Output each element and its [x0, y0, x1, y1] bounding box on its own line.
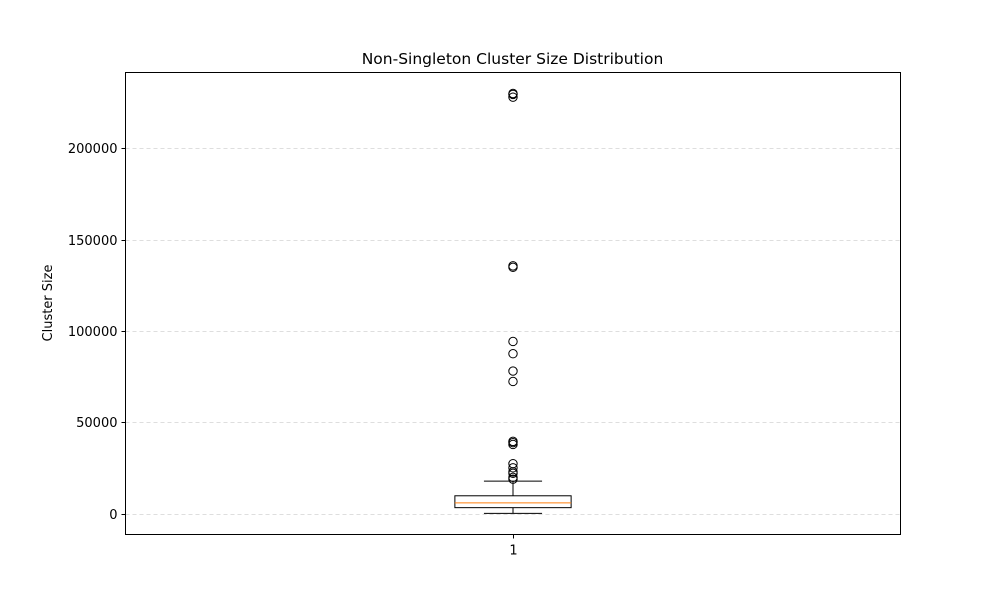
- outlier-point: [508, 92, 518, 102]
- x-tick-label: 1: [509, 544, 517, 559]
- outlier-point: [508, 436, 518, 447]
- y-tick-label: 150000: [68, 234, 118, 249]
- boxplot: [454, 88, 572, 514]
- outlier-point: [508, 88, 518, 99]
- iqr-box: [454, 495, 572, 509]
- y-axis-label: Cluster Size: [41, 265, 56, 342]
- gridlines: [125, 148, 901, 515]
- y-tick-label: 100000: [68, 325, 118, 340]
- y-tick-label: 200000: [68, 142, 118, 157]
- plot-frame: [125, 72, 901, 535]
- box-1: [454, 88, 572, 514]
- outlier-point: [508, 349, 518, 359]
- y-tick-label: 0: [109, 508, 117, 523]
- axis-ticks: 0 50000 100000 150000 200000 1: [68, 142, 518, 559]
- chart-title: Non-Singleton Cluster Size Distribution: [362, 50, 664, 68]
- outlier-point: [508, 472, 518, 483]
- outlier-point: [508, 336, 518, 347]
- outlier-point: [508, 463, 518, 473]
- outlier-point: [508, 376, 518, 387]
- outlier-point: [508, 458, 518, 469]
- y-tick-label: 50000: [76, 416, 117, 431]
- outlier-point: [508, 366, 518, 376]
- outlier-point: [508, 261, 518, 271]
